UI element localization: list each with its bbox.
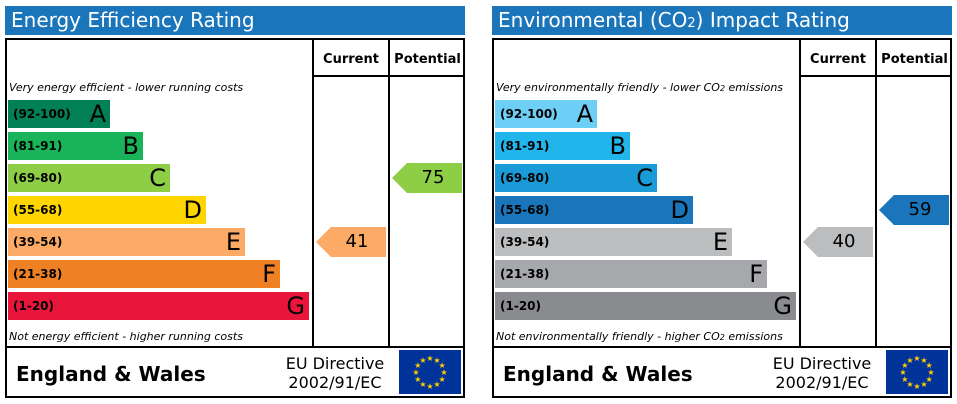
band-range-label: (92-100): [500, 107, 558, 121]
svg-text:★: ★: [901, 375, 908, 384]
directive-line2: 2002/91/EC: [288, 373, 382, 392]
svg-text:★: ★: [440, 368, 447, 377]
band-letter: D: [183, 196, 202, 224]
band-range-label: (1-20): [13, 299, 54, 313]
band-range-label: (69-80): [500, 171, 550, 185]
potential-rating-arrow: 59: [879, 195, 949, 225]
current-header: Current: [323, 52, 379, 67]
rating-value: 40: [832, 231, 856, 252]
svg-text:★: ★: [414, 361, 421, 370]
band-b: (81-91) B: [495, 132, 630, 160]
potential-rating-arrow: 75: [392, 163, 462, 193]
band-range-label: (21-38): [500, 267, 550, 281]
svg-text:★: ★: [419, 356, 426, 365]
top-note: Very environmentally friendly - lower CO…: [496, 81, 784, 94]
band-range-label: (39-54): [13, 235, 63, 249]
footer-region: England & Wales: [503, 362, 693, 386]
svg-text:★: ★: [419, 380, 426, 389]
band-d: (55-68) D: [8, 196, 206, 224]
svg-text:★: ★: [426, 354, 433, 363]
band-letter: E: [225, 228, 241, 256]
band-letter: A: [89, 100, 106, 128]
svg-text:★: ★: [433, 356, 440, 365]
top-note: Very energy efficient - lower running co…: [9, 81, 244, 94]
rating-value: 59: [908, 199, 932, 220]
band-e: (39-54) E: [495, 228, 732, 256]
svg-text:★: ★: [906, 356, 913, 365]
svg-text:★: ★: [927, 368, 934, 377]
band-c: (69-80) C: [8, 164, 170, 192]
current-rating-arrow: 40: [803, 227, 873, 257]
energy-title: Energy Efficiency Rating: [5, 6, 465, 35]
bottom-note: Not energy efficient - higher running co…: [9, 330, 243, 343]
eu-flag-icon: ★ ★ ★ ★ ★ ★ ★ ★ ★ ★ ★ ★: [399, 350, 461, 394]
environmental-impact-panel: Environmental (CO2) Impact Rating Curren…: [492, 6, 952, 398]
band-a: (92-100) A: [8, 100, 110, 128]
band-letter: E: [712, 228, 728, 256]
band-c: (69-80) C: [495, 164, 657, 192]
rating-value: 75: [421, 167, 445, 188]
band-letter: C: [636, 164, 653, 192]
bottom-note: Not environmentally friendly - higher CO…: [496, 330, 783, 343]
band-range-label: (55-68): [13, 203, 63, 217]
svg-text:★: ★: [926, 361, 933, 370]
svg-text:★: ★: [906, 380, 913, 389]
footer-region: England & Wales: [16, 362, 206, 386]
current-header: Current: [810, 52, 866, 67]
svg-text:★: ★: [426, 382, 433, 391]
svg-text:★: ★: [439, 375, 446, 384]
band-range-label: (55-68): [500, 203, 550, 217]
svg-text:★: ★: [433, 380, 440, 389]
band-letter: G: [286, 292, 305, 320]
band-g: (1-20) G: [495, 292, 796, 320]
band-e: (39-54) E: [8, 228, 245, 256]
energy-efficiency-panel: Energy Efficiency Rating Current Potenti…: [5, 6, 465, 398]
band-letter: F: [749, 260, 763, 288]
svg-text:★: ★: [412, 368, 419, 377]
band-f: (21-38) F: [8, 260, 280, 288]
band-d: (55-68) D: [495, 196, 693, 224]
environment-frame: Current Potential Very environmentally f…: [492, 38, 952, 398]
band-a: (92-100) A: [495, 100, 597, 128]
band-range-label: (69-80): [13, 171, 63, 185]
svg-text:★: ★: [901, 361, 908, 370]
band-range-label: (21-38): [13, 267, 63, 281]
band-letter: G: [773, 292, 792, 320]
band-letter: D: [670, 196, 689, 224]
svg-text:★: ★: [913, 354, 920, 363]
band-f: (21-38) F: [495, 260, 767, 288]
band-range-label: (1-20): [500, 299, 541, 313]
potential-header: Potential: [881, 52, 948, 67]
band-range-label: (92-100): [13, 107, 71, 121]
footer-directive: EU Directive 2002/91/EC: [275, 354, 395, 392]
svg-text:★: ★: [899, 368, 906, 377]
current-rating-arrow: 41: [316, 227, 386, 257]
band-range-label: (81-91): [500, 139, 550, 153]
band-letter: C: [149, 164, 166, 192]
directive-line1: EU Directive: [285, 354, 385, 373]
svg-text:★: ★: [913, 382, 920, 391]
potential-header: Potential: [394, 52, 461, 67]
eu-flag-icon: ★ ★ ★ ★ ★ ★ ★ ★ ★ ★ ★ ★: [886, 350, 948, 394]
directive-line2: 2002/91/EC: [775, 373, 869, 392]
environment-title: Environmental (CO2) Impact Rating: [492, 6, 952, 35]
svg-text:★: ★: [926, 375, 933, 384]
rating-value: 41: [345, 231, 369, 252]
svg-text:★: ★: [920, 380, 927, 389]
svg-text:★: ★: [414, 375, 421, 384]
energy-frame: Current Potential Very energy efficient …: [5, 38, 465, 398]
svg-text:★: ★: [920, 356, 927, 365]
band-letter: B: [609, 132, 626, 160]
band-range-label: (39-54): [500, 235, 550, 249]
band-letter: A: [576, 100, 593, 128]
band-range-label: (81-91): [13, 139, 63, 153]
band-b: (81-91) B: [8, 132, 143, 160]
band-g: (1-20) G: [8, 292, 309, 320]
band-letter: F: [262, 260, 276, 288]
band-letter: B: [122, 132, 139, 160]
directive-line1: EU Directive: [772, 354, 872, 373]
footer-directive: EU Directive 2002/91/EC: [762, 354, 882, 392]
svg-text:★: ★: [439, 361, 446, 370]
